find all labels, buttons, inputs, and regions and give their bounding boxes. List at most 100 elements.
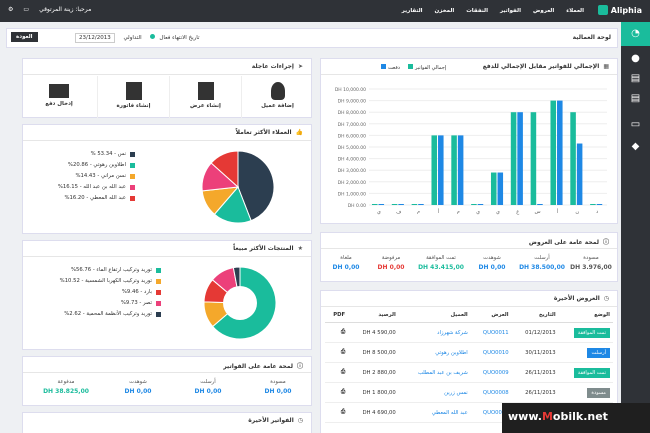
table-cell[interactable]: نمس زرين xyxy=(398,382,471,403)
bar[interactable] xyxy=(576,143,583,205)
bar[interactable] xyxy=(371,204,378,205)
printer-icon[interactable]: ⎙ xyxy=(325,362,349,383)
back-button[interactable]: العودة xyxy=(11,32,38,42)
bar[interactable] xyxy=(517,112,523,205)
menu-item[interactable]: العملاء xyxy=(566,8,584,14)
table-cell[interactable]: شريف بن عبد المطلب xyxy=(398,362,471,383)
y-tick-label: DH 8,000.00 xyxy=(338,110,366,116)
bar[interactable] xyxy=(590,204,596,205)
bar[interactable] xyxy=(391,204,398,205)
gear-icon[interactable]: ⚙ xyxy=(8,6,14,13)
x-tick-label: م xyxy=(417,209,420,215)
bar[interactable] xyxy=(530,112,537,205)
stat-viewed[interactable]: شوهدت DH 0,00 xyxy=(478,255,506,271)
bar[interactable] xyxy=(471,204,477,205)
app-logo[interactable]: Aliphia xyxy=(597,5,642,15)
bar[interactable] xyxy=(398,204,404,205)
table-row[interactable]: أرسلت 30/11/2013 QUO0010 اطلاوين رهوتي DH 8 … xyxy=(325,342,613,363)
menu-item[interactable]: الفواتير xyxy=(499,8,521,14)
table-cell[interactable]: شركة شهرزاد xyxy=(398,322,471,343)
table-cell: 01/12/2013 xyxy=(511,322,559,343)
table-cell[interactable]: عبد الله المعطي xyxy=(398,402,471,423)
bar[interactable] xyxy=(418,204,424,205)
bar[interactable] xyxy=(596,204,603,205)
tags-icon[interactable]: ◆ xyxy=(631,141,640,152)
bar[interactable] xyxy=(477,204,484,205)
bar[interactable] xyxy=(550,100,557,205)
table-cell[interactable]: اطلاوين رهوتي xyxy=(398,342,471,363)
pie-slice[interactable] xyxy=(210,150,239,189)
monitor-icon[interactable]: ▭ xyxy=(23,6,30,13)
enter-payment-button[interactable]: إدخال دفع xyxy=(23,76,95,118)
credit-card-icon[interactable]: ▭ xyxy=(630,119,641,130)
date-filter: 23/12/2013 تاريخ الانتهاء فعال التداولي xyxy=(75,33,199,43)
date-input[interactable]: 23/12/2013 xyxy=(75,33,115,43)
create-quote-button[interactable]: إنشاء عرض xyxy=(169,76,241,118)
user-greeting[interactable]: مرحبا: زينة المرتوقي xyxy=(39,6,92,13)
bar[interactable] xyxy=(497,172,504,205)
stat-draft[interactable]: مسودة DH 3.976,00 xyxy=(570,255,612,271)
user-icon[interactable]: ● xyxy=(631,53,640,64)
stat-paid[interactable]: مدفوعة DH 38.825,00 xyxy=(43,379,89,395)
bar-chart: DH 10,000.00 DH 9,000.00 DH 8,000.00 DH 7,0… xyxy=(335,87,607,215)
menu-item[interactable]: النفقات xyxy=(466,8,488,14)
menu-item[interactable]: التقارير xyxy=(401,8,423,14)
y-tick-label: DH 4,000.00 xyxy=(338,157,366,163)
stat-sent[interactable]: أرسلت DH 0,00 xyxy=(194,379,222,395)
table-cell[interactable]: QUO0007 xyxy=(470,402,512,423)
bar[interactable] xyxy=(490,172,497,205)
table-cell[interactable]: QUO0010 xyxy=(470,342,512,363)
stat-viewed[interactable]: شوهدت DH 0,00 xyxy=(124,379,152,395)
printer-icon[interactable]: ⎙ xyxy=(325,322,349,343)
top-left-tools: ⚙ ▭ مرحبا: زينة المرتوقي xyxy=(8,6,91,13)
bar[interactable] xyxy=(451,135,457,205)
bar[interactable] xyxy=(537,204,543,205)
status-badge: أرسلت xyxy=(587,347,610,358)
bar[interactable] xyxy=(431,135,438,205)
stat-approved[interactable]: تمت الموافقة DH 43.415,00 xyxy=(418,255,464,271)
bar[interactable] xyxy=(570,112,576,205)
table-cell[interactable]: QUO0009 xyxy=(470,362,512,383)
stat-cancelled[interactable]: ملغاة DH 0,00 xyxy=(332,255,360,271)
table-row[interactable]: تمت الموافقة 26/11/2013 QUO0009 شريف بن عبد… xyxy=(325,362,613,383)
dashboard-icon[interactable]: ◔ xyxy=(621,22,650,46)
bar[interactable] xyxy=(378,204,385,205)
panel-header: ⓘلمحة عامة على الفواتير xyxy=(23,357,311,373)
printer-icon[interactable]: ⎙ xyxy=(325,342,349,363)
top-clients-panel: 👍العملاء الأكثر تعاملاً نس - 53.34 % اطل… xyxy=(22,124,312,234)
table-cell[interactable]: QUO0008 xyxy=(470,382,512,403)
products-legend: توريد وتركيب ارتفاع الماء - 56.76% توريد… xyxy=(31,265,161,320)
add-client-button[interactable]: إضافة عميل xyxy=(241,76,313,118)
pie-slice[interactable] xyxy=(237,150,275,222)
bar[interactable] xyxy=(457,135,464,205)
stat-sent[interactable]: أرسلت DH 38.500,00 xyxy=(519,255,565,271)
create-invoice-button[interactable]: إنشاء فاتورة xyxy=(97,76,169,118)
bar[interactable] xyxy=(438,135,444,205)
stat-draft[interactable]: مسودة DH 0,00 xyxy=(264,379,292,395)
document-icon xyxy=(197,82,214,100)
stat-rejected[interactable]: مرفوضة DH 0,00 xyxy=(377,255,405,271)
page-title: لوحة العمالية xyxy=(572,34,611,41)
y-tick-label: DH 6,000.00 xyxy=(338,133,366,139)
x-tick-label: ي xyxy=(476,209,480,215)
legend-item: عبد الله بن عبد الله - 16.15% xyxy=(35,182,135,193)
table-cell[interactable]: QUO0011 xyxy=(470,322,512,343)
bar[interactable] xyxy=(510,112,517,205)
menu-item[interactable]: المخزن xyxy=(434,8,455,14)
table-row[interactable]: تمت الموافقة 01/12/2013 QUO0011 شركة شهرزاد… xyxy=(325,322,613,343)
y-tick-label: DH 0.00 xyxy=(348,203,366,209)
status-dot xyxy=(150,34,156,39)
panel-header: 👍العملاء الأكثر تعاملاً xyxy=(23,125,311,141)
table-cell: 26/11/2013 xyxy=(511,362,559,383)
menu-item[interactable]: العروض xyxy=(532,8,555,14)
document-icon[interactable]: ▤ xyxy=(630,73,641,84)
bar[interactable] xyxy=(557,100,563,205)
printer-icon[interactable]: ⎙ xyxy=(325,402,349,423)
y-tick-label: DH 5,000.00 xyxy=(338,145,366,151)
clients-pie-chart xyxy=(201,150,275,224)
table-row[interactable]: مسودة 26/11/2013 QUO0008 نمس زرين DH 1 800,0… xyxy=(325,382,613,403)
printer-icon[interactable]: ⎙ xyxy=(325,382,349,403)
invoice-icon[interactable]: ▤ xyxy=(630,93,641,104)
clock-icon: ◷ xyxy=(297,417,303,424)
bar[interactable] xyxy=(411,204,418,205)
